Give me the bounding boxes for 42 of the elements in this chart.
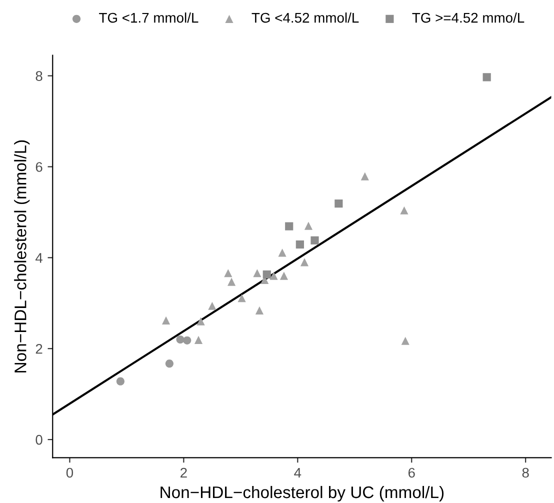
point — [253, 269, 262, 278]
y-tick-label: 6 — [36, 162, 42, 172]
point — [278, 248, 286, 257]
point — [300, 258, 309, 266]
y-axis-title: Non−HDL−cholesterol (mmol/L) — [14, 140, 30, 372]
point — [296, 240, 304, 249]
x-tick-label: 4 — [294, 468, 302, 478]
point — [334, 200, 343, 208]
y-tick-label: 4 — [36, 253, 42, 263]
point — [183, 336, 192, 344]
x-tick-label: 6 — [408, 468, 415, 478]
point — [280, 272, 288, 280]
point — [165, 360, 174, 368]
legend-label: TG <1.7 mmol/L — [99, 12, 198, 23]
legend-label: TG <4.52 mmol/L — [252, 12, 359, 23]
x-tick-label: 0 — [66, 468, 74, 478]
point — [401, 336, 410, 345]
point — [208, 302, 216, 310]
point — [116, 377, 124, 386]
point — [194, 336, 203, 344]
point — [304, 222, 313, 230]
point — [162, 316, 170, 324]
x-tick-label: 8 — [522, 468, 529, 478]
point — [224, 269, 232, 278]
y-tick-label: 2 — [36, 344, 42, 354]
point — [262, 270, 271, 279]
point — [176, 335, 184, 344]
x-axis-title: Non−HDL−cholesterol by UC (mmol/L) — [160, 486, 444, 502]
point — [238, 294, 246, 302]
point — [270, 272, 278, 280]
legend-label: TG >=4.52 mmo/L — [412, 12, 524, 23]
x-tick-label: 2 — [180, 468, 187, 478]
point — [310, 236, 319, 244]
point — [400, 206, 408, 214]
y-tick-label: 8 — [36, 71, 42, 81]
point — [255, 306, 264, 314]
y-tick-label: 0 — [36, 434, 42, 445]
point — [360, 172, 369, 180]
point — [482, 73, 491, 82]
point — [228, 278, 236, 286]
point — [196, 317, 205, 326]
point — [285, 222, 294, 230]
